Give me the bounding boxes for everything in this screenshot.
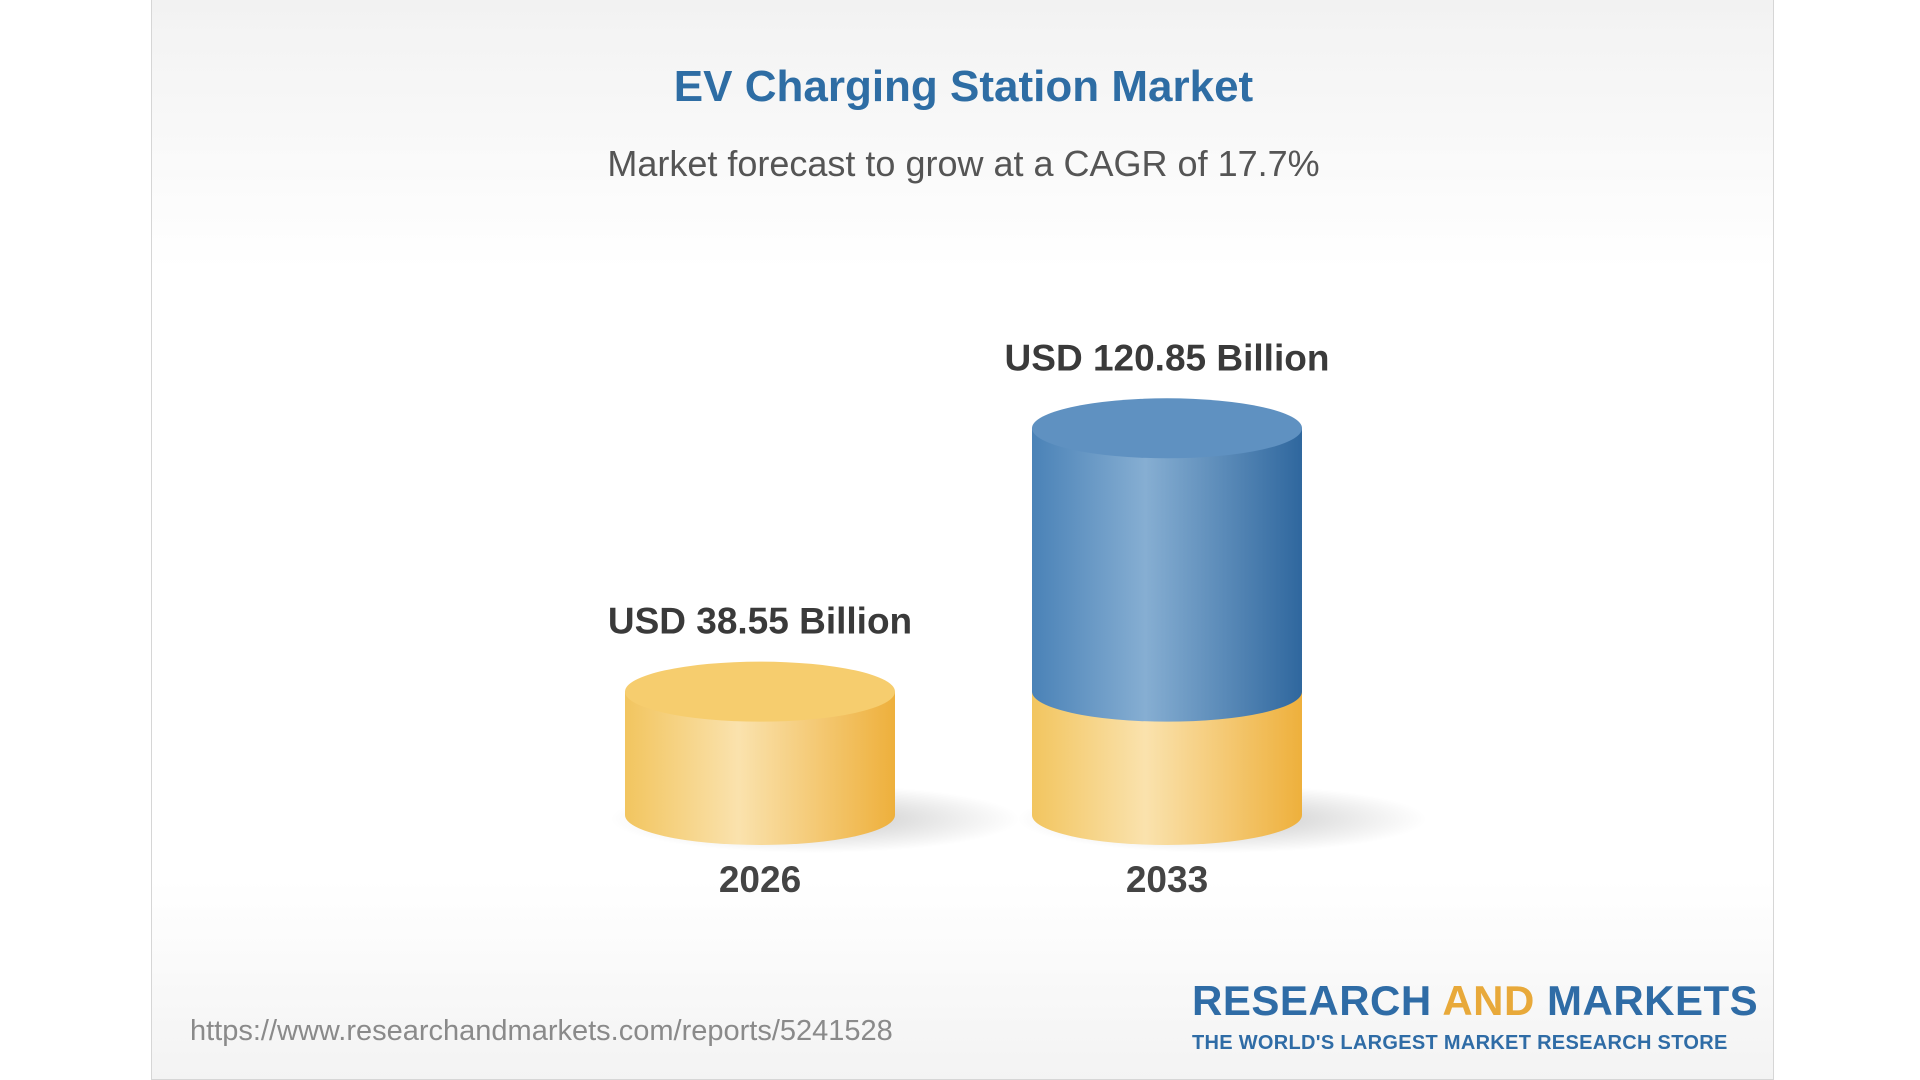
logo-tagline: THE WORLD'S LARGEST MARKET RESEARCH STOR… xyxy=(1192,1032,1728,1054)
category-label-2026: 2026 xyxy=(719,859,801,900)
chart-title: EV Charging Station Market xyxy=(673,62,1254,111)
report-url[interactable]: https://www.researchandmarkets.com/repor… xyxy=(190,1015,893,1047)
research-and-markets-logo: RESEARCH AND MARKETS THE WORLD'S LARGEST… xyxy=(1192,977,1758,1055)
infographic-card: EV Charging Station Market Market foreca… xyxy=(151,0,1774,1080)
bar-2026 xyxy=(625,691,895,845)
logo-word-and: AND xyxy=(1442,977,1535,1024)
chart-subtitle: Market forecast to grow at a CAGR of 17.… xyxy=(607,143,1320,184)
logo-word-markets: MARKETS xyxy=(1547,977,1759,1024)
bar-top-2033 xyxy=(1032,398,1302,459)
category-label-2033: 2033 xyxy=(1126,859,1208,900)
value-label-2026: USD 38.55 Billion xyxy=(608,601,912,642)
value-label-2033: USD 120.85 Billion xyxy=(1005,337,1330,378)
bar-base-segment-2033 xyxy=(1032,691,1302,845)
cylinder-bar-chart: USD 38.55 Billion 2026 USD 120.85 Billion 2… xyxy=(608,337,1427,900)
bar-top-2026 xyxy=(625,661,895,722)
bar-growth-segment-2033 xyxy=(1032,428,1302,722)
logo-word-research: RESEARCH xyxy=(1192,977,1432,1024)
